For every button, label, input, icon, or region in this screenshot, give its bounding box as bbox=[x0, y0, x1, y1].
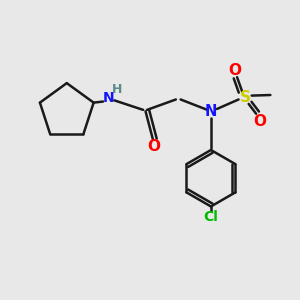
Text: H: H bbox=[112, 83, 122, 96]
Text: O: O bbox=[253, 114, 266, 129]
Text: O: O bbox=[228, 63, 241, 78]
Text: O: O bbox=[147, 139, 160, 154]
Text: N: N bbox=[205, 104, 217, 119]
Text: S: S bbox=[240, 91, 250, 106]
Text: N: N bbox=[103, 91, 114, 105]
Text: Cl: Cl bbox=[203, 210, 218, 224]
